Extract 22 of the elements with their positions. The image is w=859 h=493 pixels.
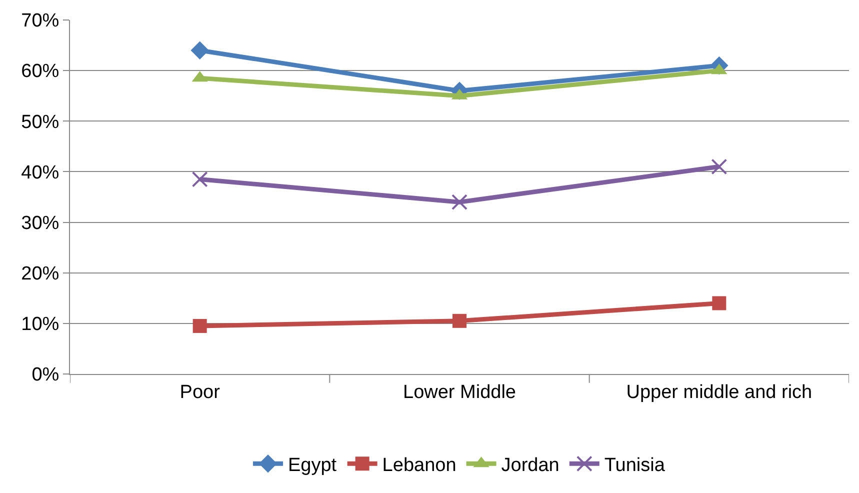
y-tick-label: 0% <box>32 364 60 386</box>
point <box>192 318 207 333</box>
x-tick-label: Lower Middle <box>403 382 516 403</box>
point <box>711 158 728 175</box>
point <box>190 41 209 60</box>
point <box>452 194 468 210</box>
y-tick-label: 10% <box>21 314 60 336</box>
y-tick-label: 20% <box>21 264 60 285</box>
legend-label: Jordan <box>501 455 560 476</box>
y-tick-label: 40% <box>21 162 60 184</box>
y-tick-label: 70% <box>21 10 60 32</box>
legend-label: Lebanon <box>382 455 456 476</box>
legend-label: Tunisia <box>604 455 666 476</box>
point <box>192 171 208 188</box>
x-tick-label: Poor <box>180 382 221 403</box>
y-tick-label: 50% <box>21 112 60 133</box>
point <box>452 314 466 328</box>
legend-label: Egypt <box>288 455 338 476</box>
y-tick-label: 60% <box>21 61 60 82</box>
x-tick-label: Upper middle and rich <box>626 382 812 403</box>
y-tick-label: 30% <box>21 212 60 234</box>
point <box>712 296 726 310</box>
